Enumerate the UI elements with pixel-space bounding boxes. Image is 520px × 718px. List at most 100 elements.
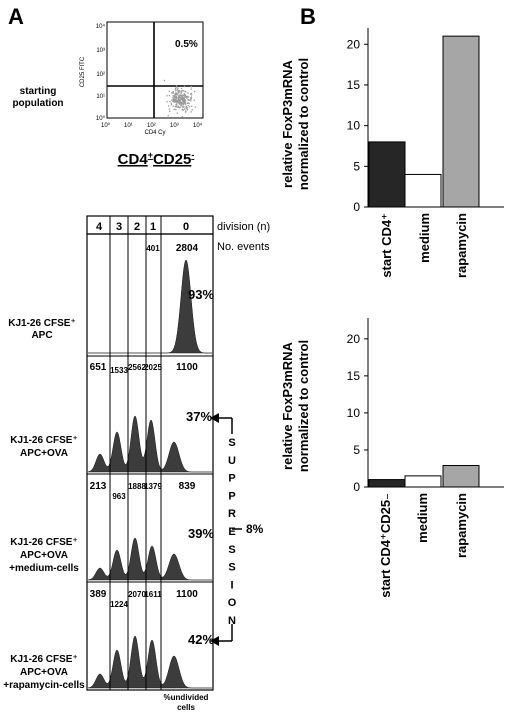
suppression-letter: U bbox=[228, 455, 236, 467]
dot bbox=[177, 100, 179, 103]
dot bbox=[181, 115, 183, 118]
row3-events-0: 839 bbox=[179, 481, 196, 492]
dot bbox=[176, 103, 178, 105]
dot bbox=[171, 92, 173, 94]
dot bbox=[185, 95, 187, 97]
dot bbox=[190, 88, 192, 90]
dot bbox=[185, 110, 187, 112]
suppression-letter: P bbox=[228, 490, 235, 502]
dot bbox=[163, 79, 166, 82]
panel-a-letter: A bbox=[8, 4, 24, 29]
dot bbox=[177, 97, 179, 99]
dot bbox=[180, 97, 183, 99]
dot bbox=[179, 102, 181, 105]
suppression-letter: P bbox=[228, 473, 235, 485]
top-y-tick-label: 5 bbox=[353, 159, 360, 173]
dot bbox=[177, 93, 179, 95]
dot bbox=[172, 100, 175, 102]
dot bbox=[182, 105, 184, 108]
dot bbox=[194, 106, 197, 108]
bottom-y-tick-label: 5 bbox=[353, 443, 360, 457]
suppression-letter: E bbox=[228, 526, 235, 538]
dot bbox=[184, 103, 186, 105]
row4-events-0: 1100 bbox=[176, 589, 198, 600]
dot-plot-row-label-2: population bbox=[12, 98, 63, 109]
top-category-label: start CD4⁺ bbox=[379, 213, 394, 278]
row3-label-2: APC+OVA bbox=[20, 550, 68, 561]
suppression-letter: S bbox=[228, 544, 235, 556]
division-label-3: 3 bbox=[116, 221, 122, 233]
dot bbox=[174, 93, 176, 96]
dot bbox=[193, 90, 196, 93]
row3-label-1: KJ1-26 CFSE⁺ bbox=[10, 537, 78, 548]
dot bbox=[184, 96, 186, 98]
histogram-fill-row-3 bbox=[87, 537, 212, 581]
dot bbox=[190, 98, 192, 100]
dot bbox=[183, 108, 186, 110]
histogram-fills bbox=[87, 259, 212, 689]
dot bbox=[183, 85, 186, 88]
dot bbox=[190, 93, 192, 95]
dot bbox=[167, 115, 169, 117]
top-y-tick-label: 20 bbox=[347, 37, 361, 51]
dot bbox=[188, 99, 190, 101]
dot bbox=[177, 102, 179, 104]
dot bbox=[181, 95, 183, 97]
dot bbox=[185, 97, 188, 99]
dot bbox=[175, 94, 177, 96]
dot bbox=[183, 94, 186, 96]
dot bbox=[176, 106, 178, 108]
dot bbox=[180, 91, 183, 93]
dot bbox=[185, 107, 188, 110]
dot bbox=[190, 92, 192, 94]
dot bbox=[182, 90, 185, 92]
dot bbox=[178, 95, 181, 97]
dot bbox=[187, 102, 189, 104]
bottom-bar-1 bbox=[368, 479, 406, 488]
dot bbox=[172, 95, 174, 97]
dot bbox=[175, 95, 177, 98]
bottom-category-label: start CD4⁺CD25₋ bbox=[378, 493, 393, 598]
dot bbox=[175, 87, 177, 89]
row3-events-2: 1888 bbox=[128, 482, 146, 491]
row2-label-2: APC+OVA bbox=[20, 448, 68, 459]
dot bbox=[182, 109, 184, 111]
dot bbox=[173, 97, 175, 99]
histogram-fill-row-2 bbox=[87, 415, 212, 473]
top-category-label: rapamycin bbox=[454, 213, 469, 278]
row1-events-1: 401 bbox=[146, 244, 160, 253]
dot bbox=[169, 100, 171, 103]
undivided-label-1: %undivided bbox=[164, 693, 209, 702]
dot-cloud bbox=[163, 79, 197, 118]
dot bbox=[175, 86, 178, 88]
top-bar-1 bbox=[368, 141, 406, 208]
bar-chart-top: relative FoxP3mRNA normalized to control… bbox=[280, 28, 504, 278]
dot bbox=[179, 90, 181, 93]
dot-plot-x-tick-4: 10⁴ bbox=[193, 122, 203, 129]
dot bbox=[186, 109, 189, 111]
top-chart-y-label-1: relative FoxP3mRNA bbox=[280, 59, 295, 187]
dot bbox=[169, 110, 171, 112]
dot bbox=[183, 106, 185, 108]
dot bbox=[179, 107, 181, 109]
dot bbox=[173, 108, 175, 110]
dot bbox=[177, 87, 179, 89]
row2-events-1: 2025 bbox=[144, 363, 162, 372]
row2-percent: 37% bbox=[186, 409, 212, 424]
row4-label-2: APC+OVA bbox=[20, 667, 68, 678]
dot bbox=[190, 100, 192, 102]
dot bbox=[176, 104, 178, 106]
dot bbox=[178, 99, 180, 101]
dot bbox=[168, 105, 170, 107]
dot bbox=[179, 94, 182, 96]
dot bbox=[188, 102, 190, 105]
dot bbox=[176, 112, 178, 114]
dot bbox=[176, 101, 178, 103]
top-chart-y-label-2: normalized to control bbox=[296, 58, 311, 190]
row4-events-1: 1611 bbox=[144, 590, 162, 599]
row3-label-3: +medium-cells bbox=[9, 563, 79, 574]
dot bbox=[168, 94, 171, 97]
division-label-1: 1 bbox=[150, 221, 156, 233]
dot bbox=[173, 99, 175, 101]
dot bbox=[189, 98, 192, 100]
